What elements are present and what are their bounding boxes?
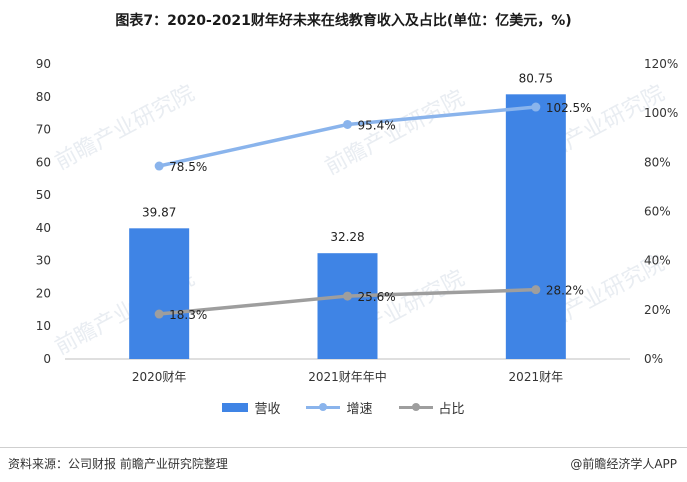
data-label-growth: 95.4% (358, 118, 396, 132)
bar-revenue (129, 228, 190, 359)
legend-item-share[interactable]: 占比 (398, 398, 465, 417)
y-right-tick-label: 20% (644, 303, 671, 317)
bar-value-label: 32.28 (330, 230, 364, 244)
source-note: 资料来源：公司财报 前瞻产业研究院整理 (8, 457, 228, 471)
x-tick-label: 2021财年年中 (308, 369, 387, 384)
legend-swatch-bar (222, 403, 249, 412)
y-left-tick-label: 90 (36, 57, 51, 71)
legend-label-revenue: 营收 (254, 402, 281, 417)
y-left-tick-label: 20 (36, 286, 51, 300)
bar-revenue (317, 253, 378, 359)
point-share (343, 291, 352, 301)
data-label-share: 28.2% (546, 284, 584, 298)
y-left-tick-label: 10 (36, 319, 51, 333)
legend-item-revenue[interactable]: 营收 (222, 398, 280, 417)
legend-item-growth[interactable]: 增速 (306, 398, 373, 417)
brand-credit: @前瞻经济学人APP (570, 457, 677, 471)
legend-swatch-growth (306, 403, 341, 411)
point-growth (154, 161, 164, 171)
y-right-tick-label: 100% (644, 106, 678, 120)
y-right-tick-label: 0% (644, 352, 663, 366)
y-right-tick-label: 120% (644, 57, 678, 71)
x-tick-label: 2020财年 (132, 370, 187, 384)
data-label-share: 25.6% (358, 290, 396, 304)
svg-text:前瞻产业研究院: 前瞻产业研究院 (321, 86, 469, 180)
chart-legend: 营收 增速 占比 (0, 398, 687, 417)
legend-label-growth: 增速 (346, 402, 373, 417)
legend-label-share: 占比 (438, 402, 465, 417)
bar-value-label: 80.75 (519, 71, 553, 85)
chart-area: 前瞻产业研究院 前瞻产业研究院 前瞻产业研究院 前瞻产业研究院 前瞻产业研究院 … (36, 57, 679, 384)
legend-swatch-share (398, 403, 433, 411)
point-share (531, 285, 541, 295)
y-right-tick-label: 80% (644, 155, 671, 169)
y-left-tick-label: 40 (36, 221, 51, 235)
data-label-growth: 102.5% (546, 101, 592, 115)
data-label-share: 18.3% (169, 308, 207, 322)
y-left-tick-label: 30 (36, 254, 51, 268)
x-tick-label: 2021财年 (509, 370, 564, 384)
y-right-tick-label: 40% (644, 254, 671, 268)
y-left-tick-label: 60 (36, 155, 51, 169)
y-right-tick-label: 60% (644, 205, 671, 219)
point-growth (531, 102, 541, 112)
y-left-tick-label: 50 (36, 188, 51, 202)
bar-revenue (505, 94, 566, 359)
bar-value-label: 39.87 (142, 205, 176, 219)
footer-divider (0, 447, 687, 448)
y-left-tick-label: 0 (43, 352, 51, 366)
data-label-growth: 78.5% (169, 160, 207, 174)
point-growth (343, 119, 352, 129)
point-share (154, 309, 164, 319)
y-left-tick-label: 70 (36, 123, 51, 137)
y-left-tick-label: 80 (36, 90, 51, 104)
chart-title: 图表7：2020-2021财年好未来在线教育收入及占比(单位：亿美元，%) (115, 13, 572, 29)
